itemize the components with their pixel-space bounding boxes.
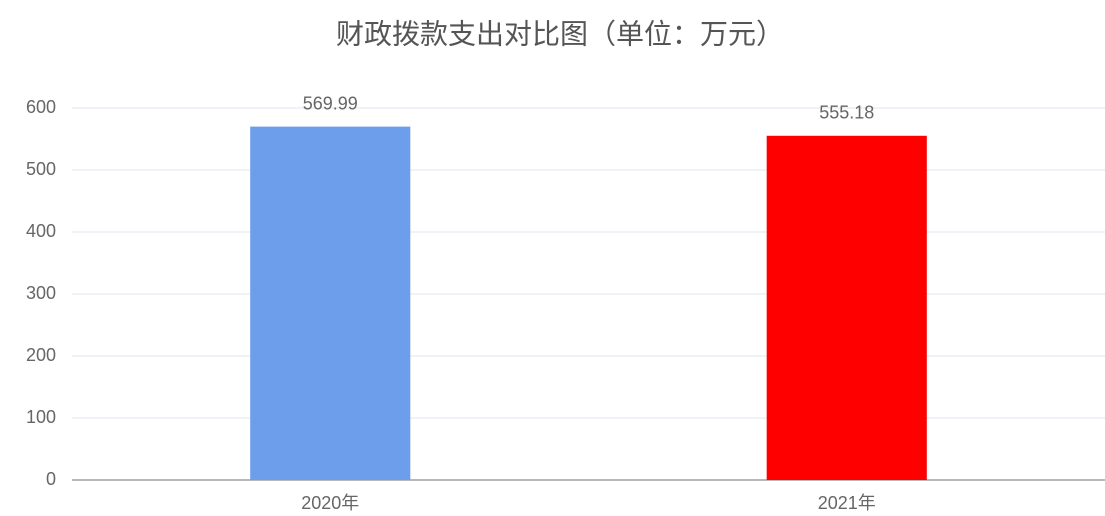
y-tick-label: 600 xyxy=(26,97,56,117)
y-tick-label: 500 xyxy=(26,159,56,179)
y-tick-label: 300 xyxy=(26,283,56,303)
x-tick-label: 2021年 xyxy=(818,493,876,513)
bar xyxy=(250,126,411,480)
data-label: 569.99 xyxy=(303,93,358,113)
chart-title: 财政拨款支出对比图（单位：万元） xyxy=(336,18,784,49)
y-tick-label: 0 xyxy=(46,469,56,489)
y-tick-label: 400 xyxy=(26,221,56,241)
x-tick-label: 2020年 xyxy=(301,493,359,513)
y-tick-label: 100 xyxy=(26,407,56,427)
bar xyxy=(766,135,927,481)
data-label: 555.18 xyxy=(819,103,874,123)
y-tick-label: 200 xyxy=(26,345,56,365)
